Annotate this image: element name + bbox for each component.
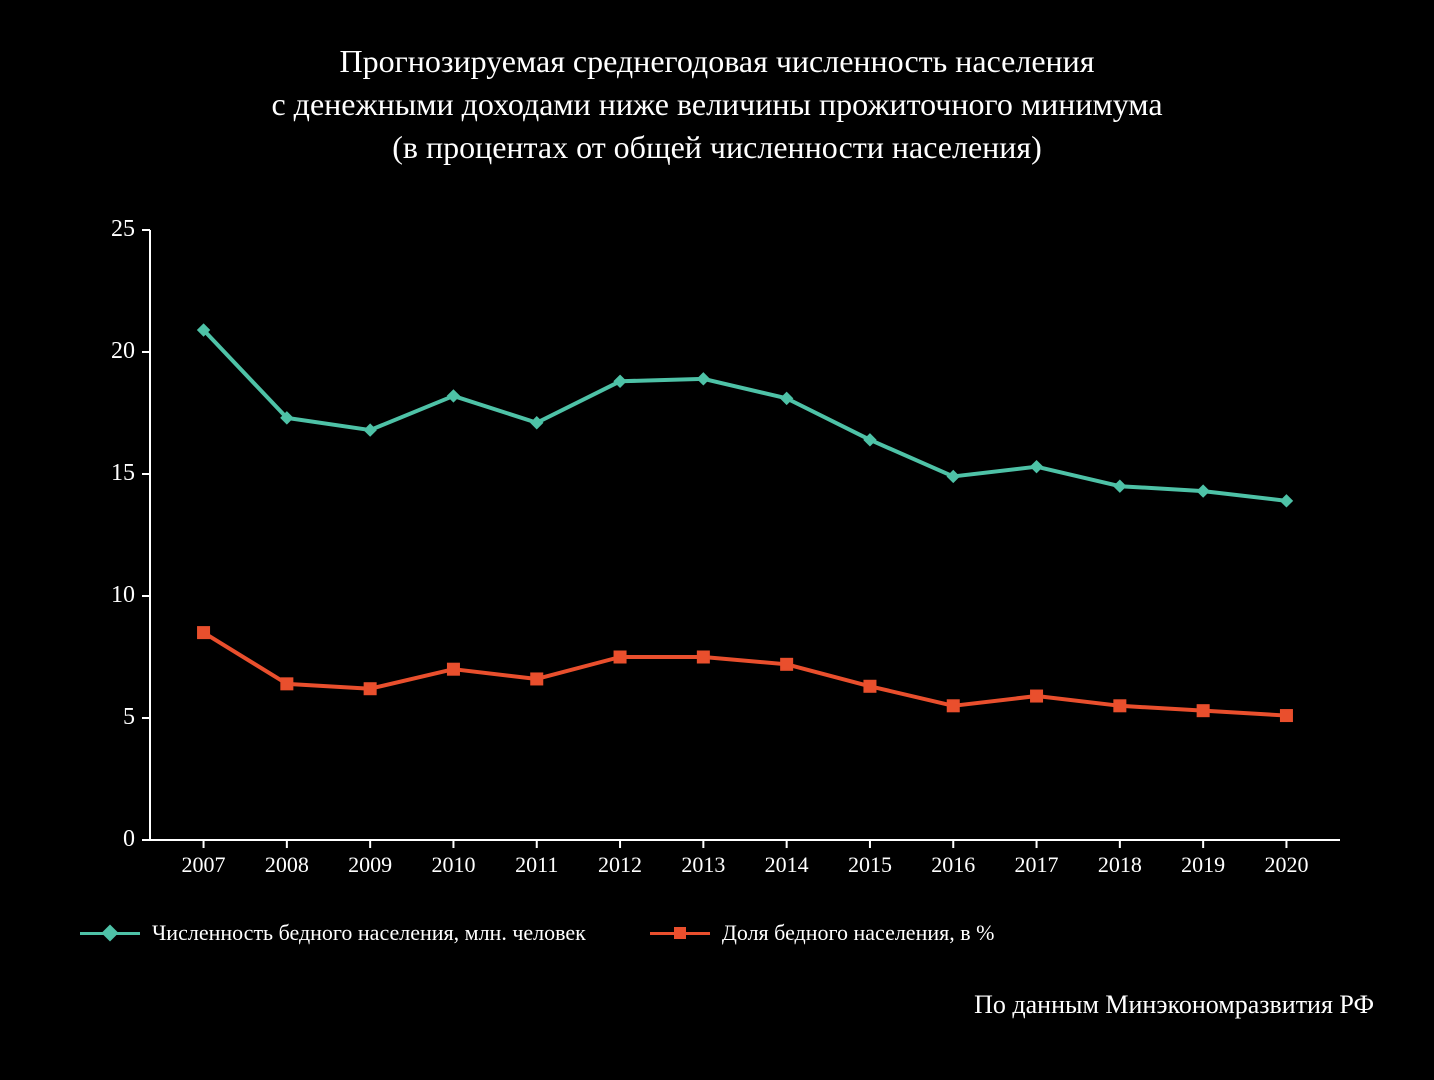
x-tick-label: 2018 [1098, 852, 1142, 878]
line-chart [130, 210, 1360, 860]
y-tick-label: 15 [45, 460, 135, 487]
x-tick-label: 2015 [848, 852, 892, 878]
x-tick-label: 2007 [182, 852, 226, 878]
y-tick-label: 0 [45, 826, 135, 853]
x-tick-label: 2011 [515, 852, 558, 878]
x-tick-label: 2017 [1015, 852, 1059, 878]
x-tick-label: 2013 [681, 852, 725, 878]
x-tick-label: 2014 [765, 852, 809, 878]
y-tick-label: 10 [45, 582, 135, 609]
y-tick-label: 5 [45, 704, 135, 731]
legend-label-1: Численность бедного населения, млн. чело… [152, 920, 586, 946]
title-line-1: Прогнозируемая среднегодовая численность… [0, 40, 1434, 83]
chart-title: Прогнозируемая среднегодовая численность… [0, 40, 1434, 170]
x-tick-label: 2016 [931, 852, 975, 878]
title-line-3: (в процентах от общей численности населе… [0, 126, 1434, 169]
x-tick-label: 2009 [348, 852, 392, 878]
title-line-2: с денежными доходами ниже величины прожи… [0, 83, 1434, 126]
legend-swatch-1 [80, 921, 140, 945]
x-tick-label: 2010 [431, 852, 475, 878]
x-tick-label: 2008 [265, 852, 309, 878]
y-tick-label: 25 [45, 216, 135, 243]
legend-swatch-2 [650, 921, 710, 945]
x-tick-label: 2020 [1264, 852, 1308, 878]
source-attribution: По данным Минэкономразвития РФ [974, 990, 1374, 1020]
y-tick-label: 20 [45, 338, 135, 365]
x-tick-label: 2012 [598, 852, 642, 878]
legend: Численность бедного населения, млн. чело… [80, 920, 1360, 946]
legend-label-2: Доля бедного населения, в % [722, 920, 995, 946]
chart-container: Прогнозируемая среднегодовая численность… [0, 0, 1434, 1080]
x-tick-label: 2019 [1181, 852, 1225, 878]
